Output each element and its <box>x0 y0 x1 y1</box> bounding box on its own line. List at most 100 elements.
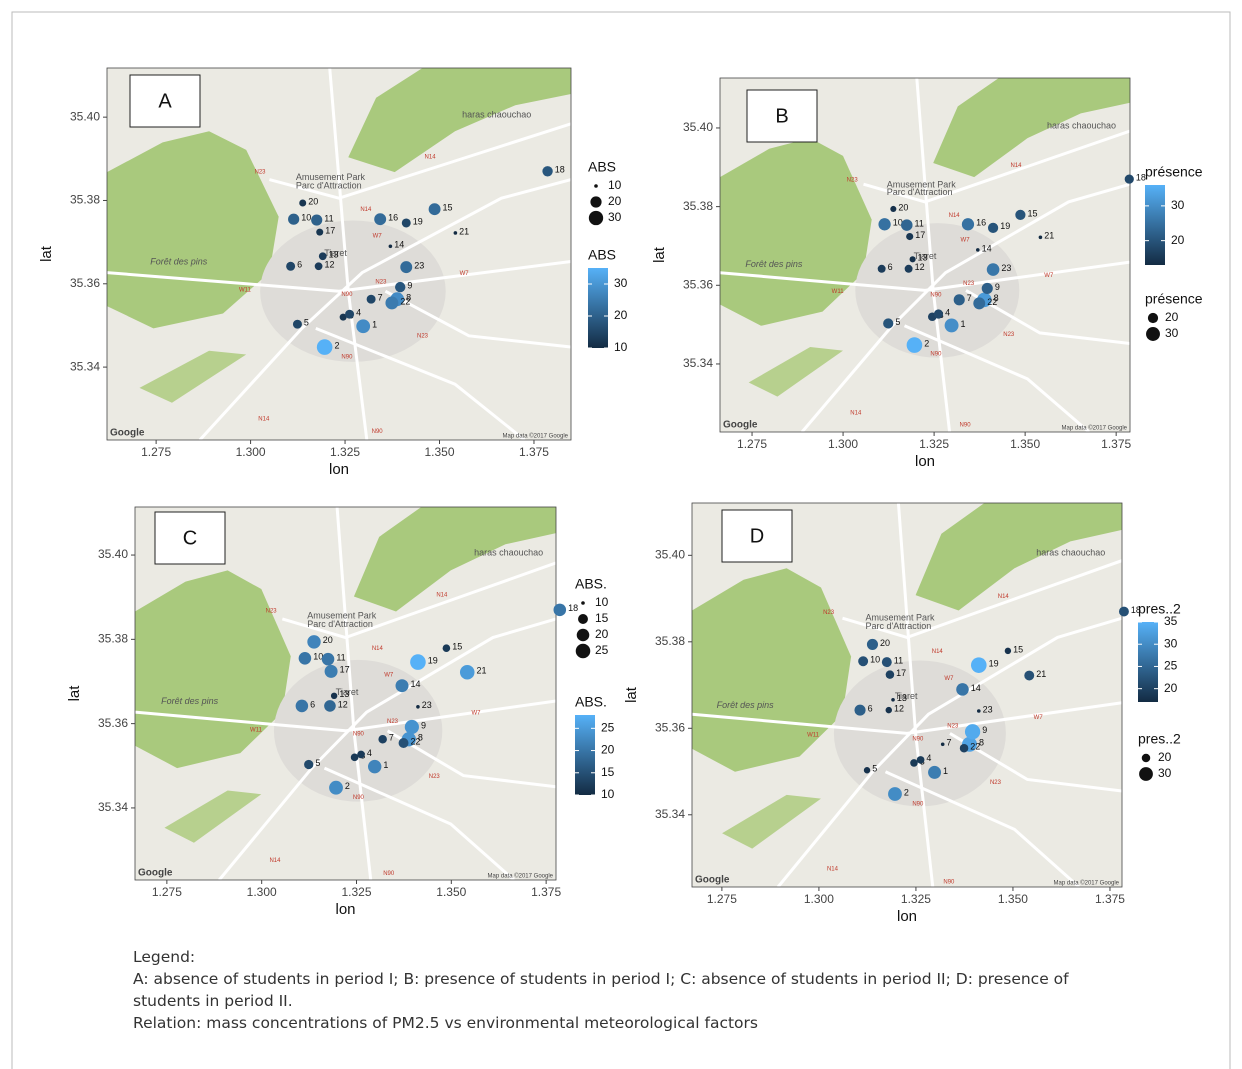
point <box>460 665 475 680</box>
map-label: N90 <box>341 292 353 298</box>
point <box>385 296 398 309</box>
panel-letter: C <box>183 527 197 549</box>
point-label: 18 <box>568 603 578 613</box>
map-label: W7 <box>460 271 470 277</box>
point <box>854 705 865 716</box>
point-label: 20 <box>323 635 333 645</box>
point <box>1119 607 1129 617</box>
x-tick-label: 1.375 <box>519 445 549 459</box>
size-legend-label: 25 <box>595 643 609 657</box>
caption-text: A: absence of students in period I; B: p… <box>133 968 1133 1012</box>
y-tick-label: 35.40 <box>98 547 128 561</box>
point <box>400 261 412 273</box>
point <box>901 219 913 231</box>
x-tick-label: 1.325 <box>919 437 949 451</box>
point <box>304 760 313 769</box>
point <box>858 656 868 666</box>
x-tick-label: 1.375 <box>1095 892 1125 906</box>
colorbar-label: 10 <box>614 340 628 354</box>
x-tick-label: 1.375 <box>1101 437 1131 451</box>
size-legend-dot <box>589 211 603 225</box>
map-label: N90 <box>372 429 384 435</box>
point <box>962 218 974 230</box>
point <box>1039 236 1043 240</box>
y-tick-label: 35.36 <box>655 720 685 734</box>
map-label: N23 <box>417 333 429 339</box>
point <box>867 639 878 650</box>
point-label: 14 <box>411 679 421 689</box>
map-label: N23 <box>255 170 267 176</box>
map-label: haras chaouchao <box>1036 548 1105 558</box>
y-tick-label: 35.38 <box>655 634 685 648</box>
point-label: 20 <box>308 196 318 206</box>
point-label: 2 <box>345 781 350 791</box>
x-tick-label: 1.300 <box>247 885 277 899</box>
point-label: 7 <box>378 293 383 303</box>
point <box>429 203 441 215</box>
x-axis-label: lon <box>915 453 935 470</box>
point-label: 18 <box>555 165 565 175</box>
point-label: 21 <box>1044 231 1054 241</box>
point-label: 5 <box>895 317 900 327</box>
point-label: 1 <box>961 319 966 329</box>
y-tick-label: 35.38 <box>70 193 100 207</box>
point <box>977 709 981 713</box>
map-label: W7 <box>944 676 954 682</box>
point-label: 17 <box>340 665 350 675</box>
map-label: N14 <box>827 866 839 872</box>
point-label: 17 <box>915 230 925 240</box>
point <box>960 744 968 752</box>
point <box>317 339 333 355</box>
x-axis-label: lon <box>897 908 917 925</box>
size-legend-title: ABS. <box>575 576 607 592</box>
size-legend-label: 20 <box>608 194 622 208</box>
point <box>971 657 987 673</box>
point <box>883 318 893 328</box>
map-label: N23 <box>847 177 859 183</box>
point <box>356 319 370 333</box>
map-label: Forêt des pins <box>150 256 208 266</box>
x-axis-label: lon <box>335 901 355 918</box>
x-tick-label: 1.300 <box>236 445 266 459</box>
point <box>315 262 323 270</box>
point <box>906 233 913 240</box>
map-label: N90 <box>353 795 365 801</box>
map-label: N90 <box>353 732 365 738</box>
point <box>416 705 420 709</box>
point <box>329 781 343 795</box>
point-label: 10 <box>870 655 880 665</box>
point-label: 6 <box>888 262 893 272</box>
colorbar-label: 25 <box>601 721 615 735</box>
x-tick-label: 1.275 <box>152 885 182 899</box>
point-label: 12 <box>324 260 334 270</box>
figure: haras chaouchaoAmusement ParkParc d'Attr… <box>0 0 1242 1069</box>
point-label: 19 <box>428 655 438 665</box>
size-legend-title: ABS <box>588 159 616 175</box>
point-label: 2 <box>904 787 909 797</box>
colorbar-label: 25 <box>1164 659 1178 673</box>
map-label: N90 <box>960 422 972 428</box>
point-label: 12 <box>338 699 348 709</box>
point-label: 14 <box>971 683 981 693</box>
point-label: 2 <box>924 338 929 348</box>
point-label: 11 <box>336 653 345 663</box>
panel-letter: A <box>158 90 172 112</box>
map-label: N90 <box>930 352 942 358</box>
point-label: 7 <box>389 733 394 743</box>
map-label: haras chaouchao <box>1047 120 1116 130</box>
colorbar-label: 35 <box>1164 614 1178 628</box>
point <box>378 735 386 743</box>
map-label: Parc d'Attraction <box>887 187 953 197</box>
point-label: 4 <box>945 307 950 317</box>
point <box>345 310 354 319</box>
map-label: Forêt des pins <box>745 259 803 269</box>
map-label: Forêt des pins <box>717 700 775 710</box>
point <box>357 751 365 759</box>
panel-letter: B <box>775 105 788 127</box>
size-legend-title: présence <box>1145 291 1203 307</box>
map-label: N90 <box>930 293 942 299</box>
size-legend-label: 30 <box>608 210 622 224</box>
map-credit: Google <box>723 420 758 431</box>
size-legend-dot <box>576 644 591 659</box>
map-label: N90 <box>943 879 955 885</box>
